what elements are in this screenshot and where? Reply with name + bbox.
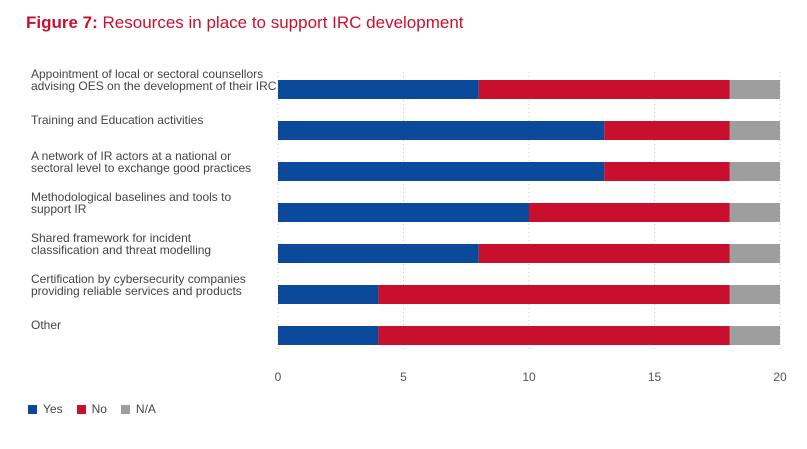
bar-segment-yes — [278, 80, 479, 99]
bar-segment-na — [729, 80, 780, 99]
category-label: A network of IR actors at a national or s… — [31, 149, 251, 175]
bar-segment-no — [378, 285, 730, 304]
bar-segment-na — [729, 285, 780, 304]
legend-swatch — [120, 404, 130, 414]
chart-title: Figure 7: Resources in place to support … — [26, 13, 464, 33]
bar-segment-na — [729, 326, 780, 345]
category-label: Other — [31, 318, 61, 332]
category-label: Methodological baselines and tools to sup… — [31, 190, 231, 216]
bar-segment-na — [729, 244, 780, 263]
bar-segment-no — [604, 162, 730, 181]
x-tick-label: 10 — [522, 370, 536, 384]
x-tick-label: 5 — [400, 370, 407, 384]
bar-segment-no — [378, 326, 730, 345]
legend-label: Yes — [43, 402, 63, 416]
category-label: Training and Education activities — [31, 113, 203, 127]
bar-segment-yes — [278, 162, 605, 181]
category-label: Shared framework for incident classificat… — [31, 231, 211, 257]
bar-segment-yes — [278, 285, 379, 304]
x-tick-label: 0 — [275, 370, 282, 384]
bar-segment-no — [478, 244, 730, 263]
bar-segment-no — [604, 121, 730, 140]
bar-segment-na — [729, 162, 780, 181]
bar-segment-na — [729, 121, 780, 140]
legend-item: Yes — [28, 402, 63, 416]
legend-swatch — [76, 404, 86, 414]
chart-legend: Yes No N/A — [28, 402, 170, 416]
legend-label: N/A — [135, 402, 156, 416]
x-tick-label: 15 — [648, 370, 662, 384]
bar-segment-no — [529, 203, 730, 222]
bar-segment-yes — [278, 244, 479, 263]
legend-swatch — [28, 404, 37, 414]
bar-segment-yes — [278, 203, 529, 222]
bar-segment-na — [729, 203, 780, 222]
category-label: Appointment of local or sectoral counsel… — [31, 67, 277, 93]
bar-segment-yes — [278, 121, 605, 140]
legend-item: No — [76, 402, 107, 416]
figure-title: Resources in place to support IRC develo… — [102, 13, 464, 32]
x-tick-label: 20 — [773, 370, 787, 384]
legend-item: N/A — [120, 402, 156, 416]
category-label: Certification by cybersecurity companies… — [31, 272, 246, 298]
figure-label: Figure 7: — [26, 13, 98, 32]
bar-segment-yes — [278, 326, 379, 345]
bar-segment-no — [478, 80, 730, 99]
legend-label: No — [91, 402, 107, 416]
